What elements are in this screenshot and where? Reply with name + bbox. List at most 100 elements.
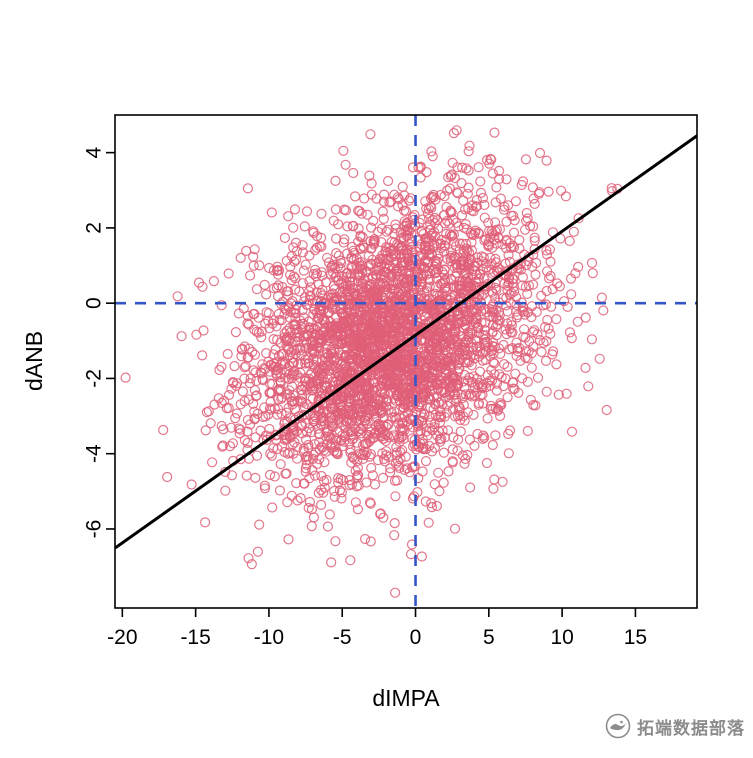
data-point [247, 346, 258, 358]
data-point [319, 445, 330, 456]
data-point [404, 301, 415, 312]
data-point [426, 377, 437, 389]
data-point [520, 346, 532, 357]
data-point [440, 329, 452, 340]
data-point [377, 413, 388, 424]
data-point [301, 206, 313, 217]
data-point [330, 536, 341, 547]
data-point [339, 431, 350, 442]
data-point [490, 217, 501, 228]
data-point [337, 475, 349, 486]
data-point [363, 409, 374, 420]
data-point [443, 375, 454, 387]
data-point [428, 189, 439, 200]
data-point [547, 284, 558, 295]
data-point [530, 269, 541, 280]
data-point [264, 262, 275, 274]
data-point [217, 440, 229, 451]
watermark: 拓端数据部落 [605, 713, 745, 739]
data-point [553, 389, 564, 400]
data-point [404, 238, 415, 250]
data-point [449, 339, 460, 350]
data-point [471, 341, 482, 352]
data-point [408, 287, 419, 298]
data-point [532, 372, 544, 383]
data-point [456, 210, 468, 221]
data-point [587, 268, 598, 279]
data-point [425, 371, 436, 382]
data-point [306, 427, 317, 438]
data-point [266, 388, 277, 399]
data-point [299, 478, 310, 489]
data-point [198, 325, 209, 336]
data-point [347, 434, 358, 445]
data-point [521, 207, 532, 219]
data-point [250, 391, 261, 402]
data-point [346, 406, 358, 417]
data-point [541, 245, 552, 256]
data-point [308, 512, 319, 523]
data-point [502, 361, 513, 372]
data-point [236, 351, 247, 362]
data-point [385, 467, 396, 478]
data-point [407, 162, 419, 173]
data-point [448, 432, 459, 443]
data-point [456, 178, 467, 189]
data-point [469, 304, 480, 315]
data-point [216, 361, 227, 372]
data-point [369, 408, 380, 419]
data-point [229, 361, 240, 372]
data-point [448, 128, 459, 139]
data-point [346, 306, 357, 317]
data-point [299, 409, 310, 420]
data-point [429, 212, 440, 224]
data-point [298, 312, 309, 323]
data-point [366, 319, 377, 330]
data-point [494, 400, 506, 411]
data-point [319, 347, 330, 358]
data-point [403, 281, 414, 293]
data-point [445, 273, 456, 284]
data-point [237, 386, 248, 397]
data-point [393, 366, 404, 377]
data-point [349, 409, 360, 420]
data-point [526, 362, 537, 373]
data-point [242, 426, 253, 437]
y-tick-label: 0 [83, 297, 106, 309]
data-point [389, 237, 400, 248]
data-point [318, 487, 329, 498]
data-point [444, 374, 455, 386]
data-point [455, 414, 466, 426]
data-point [583, 381, 594, 392]
data-point [390, 378, 401, 389]
data-point [388, 276, 399, 287]
data-point [503, 428, 514, 440]
data-point [285, 269, 296, 280]
data-point [448, 281, 459, 292]
data-point [397, 318, 408, 330]
data-point [379, 388, 390, 399]
data-point [400, 300, 411, 311]
data-point [345, 329, 356, 340]
data-point [304, 286, 315, 297]
data-point [280, 304, 291, 315]
data-point [487, 168, 498, 179]
data-point [565, 273, 577, 284]
data-point [318, 476, 330, 487]
data-point [517, 373, 528, 384]
data-point [383, 269, 394, 280]
data-point [390, 219, 401, 230]
data-point [395, 446, 406, 458]
data-point [297, 393, 308, 404]
data-point [249, 349, 260, 360]
data-point [346, 457, 357, 468]
data-point [389, 517, 400, 529]
data-point [415, 172, 426, 183]
data-point [357, 291, 368, 303]
data-point [360, 533, 371, 545]
data-point [363, 323, 374, 335]
data-point [392, 201, 404, 212]
data-point [383, 263, 394, 274]
data-point [397, 418, 408, 429]
